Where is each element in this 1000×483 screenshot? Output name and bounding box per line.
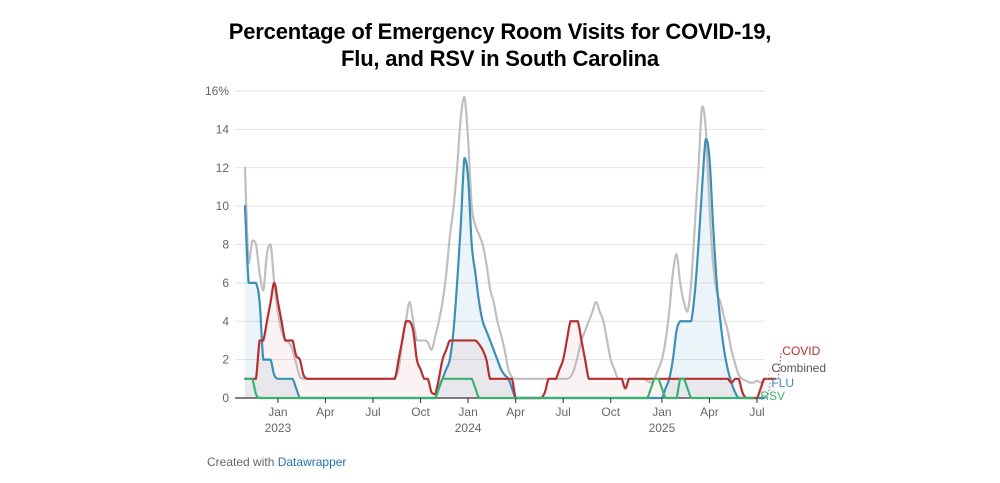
x-tick-label: Jul: [555, 405, 570, 419]
rsv-line: [243, 377, 755, 400]
x-year-label: 2024: [455, 421, 482, 435]
x-tick-label: Oct: [601, 405, 620, 419]
flu-series-label: FLU: [771, 376, 794, 390]
axes: 0 2 4 6 8 10 12 14 16% Jan 2023 Apr Jul Oct Jan 2024 Apr…: [205, 84, 765, 435]
chart-title: Percentage of Emergency Room Visits for …: [0, 18, 1000, 72]
y-tick-label: 0: [222, 391, 229, 405]
x-tick-label: Jul: [749, 405, 764, 419]
covid-series-label: COVID: [782, 344, 820, 358]
chart-title-line-2: Flu, and RSV in South Carolina: [341, 46, 659, 71]
covid-label-connector: [777, 350, 782, 379]
x-year-label: 2023: [265, 421, 292, 435]
combined-label-connector: [766, 367, 771, 379]
y-tick-label: 16%: [205, 84, 229, 98]
flu-area: [245, 138, 765, 398]
footer-created-with: Created with: [207, 455, 275, 469]
x-tick-label: Jan: [268, 405, 287, 419]
rsv-label-connector: [756, 395, 760, 399]
x-tick-label: Jan: [458, 405, 477, 419]
covid-line: [243, 281, 777, 400]
rsv-series-label: RSV: [760, 389, 785, 403]
x-tick-label: Oct: [411, 405, 430, 419]
x-tick-label: Apr: [316, 405, 335, 419]
x-tick-label: Apr: [506, 405, 525, 419]
series-areas: [245, 138, 776, 398]
y-tick-label: 12: [216, 161, 230, 175]
x-tick-label: Jul: [365, 405, 380, 419]
y-tick-label: 14: [216, 122, 230, 136]
y-tick-label: 10: [216, 199, 230, 213]
footer-credit: Created with Datawrapper: [207, 455, 346, 469]
x-tick-label: Jan: [652, 405, 671, 419]
series-lines: [243, 95, 777, 400]
y-tick-label: 8: [222, 238, 229, 252]
x-year-label: 2025: [649, 421, 676, 435]
combined-series-label: Combined: [771, 361, 826, 375]
covid-area: [245, 282, 776, 398]
y-tick-label: 6: [222, 276, 229, 290]
flu-label-connector: [766, 382, 771, 399]
x-tick-label: Apr: [700, 405, 719, 419]
y-tick-label: 2: [222, 353, 229, 367]
datawrapper-link[interactable]: Datawrapper: [277, 455, 347, 469]
chart-title-line-1: Percentage of Emergency Room Visits for …: [228, 19, 772, 44]
y-tick-label: 4: [222, 314, 229, 328]
